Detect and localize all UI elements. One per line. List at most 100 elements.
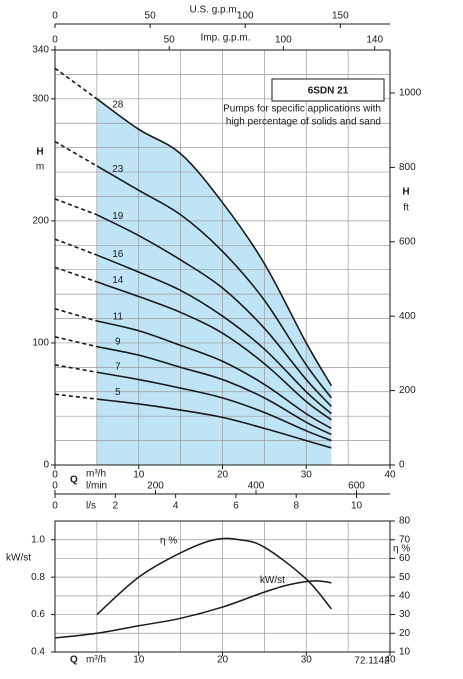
curve-extrapolated <box>54 198 98 216</box>
flow-tick-label: 600 <box>348 481 365 492</box>
x-tick-label: 20 <box>217 470 229 481</box>
y-tick-label: 0.8 <box>31 572 45 583</box>
performance-curve <box>96 537 332 616</box>
flow-tick-label: 0 <box>52 481 58 492</box>
stage-label: 28 <box>112 100 124 111</box>
x-tick-label: 40 <box>384 655 396 666</box>
x-axis-unit: m³/h <box>86 469 106 480</box>
flow-tick-label: 200 <box>147 481 164 492</box>
y2-axis-title: η % <box>393 544 410 555</box>
y2-axis-title: H <box>402 187 409 198</box>
flow-tick-label: 100 <box>275 35 292 46</box>
flow-tick-label: 0 <box>52 35 58 46</box>
y2-tick-label: 50 <box>399 572 411 583</box>
y-tick-label: 0 <box>43 460 49 471</box>
flow-tick-label: 100 <box>237 11 254 22</box>
stage-curve <box>96 165 333 399</box>
y-tick-label: 300 <box>32 93 49 104</box>
stage-curve <box>96 214 332 407</box>
y2-axis-unit: ft <box>403 203 409 214</box>
y2-tick-label: 70 <box>399 534 411 545</box>
y-tick-label: 340 <box>32 45 49 56</box>
stage-curve <box>96 398 332 449</box>
y2-tick-label: 400 <box>399 311 416 322</box>
y-tick-label: 100 <box>32 338 49 349</box>
y2-tick-label: 200 <box>399 385 416 396</box>
x-tick-label: 40 <box>384 470 396 481</box>
x-axis-unit: m³/h <box>86 655 106 666</box>
stage-label: 9 <box>115 337 121 348</box>
flow-tick-label: 0 <box>52 501 58 512</box>
stage-label: 14 <box>112 275 124 286</box>
flow-tick-label: 140 <box>366 35 383 46</box>
stage-curve <box>96 371 332 442</box>
figure-code: 72.1142 <box>354 656 390 667</box>
x-tick-label: 20 <box>217 655 229 666</box>
curve-label: kW/st <box>260 575 285 586</box>
y-tick-label: 0.6 <box>31 609 45 620</box>
curve-extrapolated <box>54 140 98 167</box>
chart-subtitle: high percentage of solids and sand <box>226 117 381 128</box>
y2-tick-label: 80 <box>399 516 411 527</box>
curve-extrapolated <box>54 238 98 256</box>
y-tick-label: 200 <box>32 216 49 227</box>
flow-tick-label: 400 <box>248 481 265 492</box>
stage-curve <box>96 98 333 387</box>
x-tick-label: 10 <box>133 655 145 666</box>
y2-tick-label: 800 <box>399 162 416 173</box>
curve-extrapolated <box>54 266 98 283</box>
stage-curve <box>96 281 332 421</box>
x-axis-title: Q <box>70 655 78 666</box>
flow-tick-label: 50 <box>145 11 157 22</box>
chart-subtitle: Pumps for specific applications with <box>223 104 381 115</box>
flow-axis-title: U.S. g.p.m. <box>189 5 239 16</box>
flow-axis-title: l/s <box>86 501 96 512</box>
stage-label: 16 <box>112 249 124 260</box>
x-tick-label: 30 <box>301 655 313 666</box>
x-axis-title: Q <box>70 475 78 486</box>
x-tick-label: 10 <box>133 470 145 481</box>
flow-tick-label: 4 <box>173 501 179 512</box>
curve-extrapolated <box>54 336 98 348</box>
y2-tick-label: 10 <box>399 647 411 658</box>
y-axis-title: H <box>36 147 43 158</box>
stage-label: 5 <box>115 387 121 398</box>
flow-tick-label: 8 <box>293 501 299 512</box>
flow-tick-label: 50 <box>164 35 176 46</box>
stage-curve <box>96 254 332 415</box>
y-tick-label: 1.0 <box>31 534 45 545</box>
flow-tick-label: 6 <box>233 501 239 512</box>
y2-tick-label: 600 <box>399 236 416 247</box>
curve-extrapolated <box>54 364 98 374</box>
stage-label: 11 <box>113 311 124 322</box>
flow-tick-label: 0 <box>52 11 58 22</box>
chart-title: 6SDN 21 <box>308 86 349 97</box>
curve-extrapolated <box>54 307 98 322</box>
flow-tick-label: 2 <box>113 501 119 512</box>
stage-label: 7 <box>115 362 121 373</box>
flow-axis-title: Imp. g.p.m. <box>200 33 250 44</box>
x-tick-label: 30 <box>301 470 313 481</box>
y2-tick-label: 1000 <box>399 88 422 99</box>
y2-tick-label: 20 <box>399 628 411 639</box>
y2-tick-label: 40 <box>399 590 411 601</box>
flow-tick-label: 150 <box>332 11 349 22</box>
stage-curve <box>96 345 332 436</box>
y2-tick-label: 0 <box>399 460 405 471</box>
flow-tick-label: 10 <box>351 501 363 512</box>
x-tick-label: 0 <box>52 470 58 481</box>
stage-label: 19 <box>112 211 124 222</box>
stage-curve <box>96 320 332 430</box>
y2-tick-label: 30 <box>399 609 411 620</box>
stage-label: 23 <box>112 164 124 175</box>
flow-axis-title: l/min <box>86 481 107 492</box>
y2-tick-label: 60 <box>399 553 411 564</box>
curve-extrapolated <box>54 67 98 100</box>
y-tick-label: 0.4 <box>31 647 45 658</box>
title-box <box>271 78 385 102</box>
y-axis-title: kW/st <box>6 553 31 564</box>
curve-extrapolated <box>54 393 97 400</box>
performance-curve <box>54 580 332 639</box>
curve-label: η % <box>160 535 177 546</box>
